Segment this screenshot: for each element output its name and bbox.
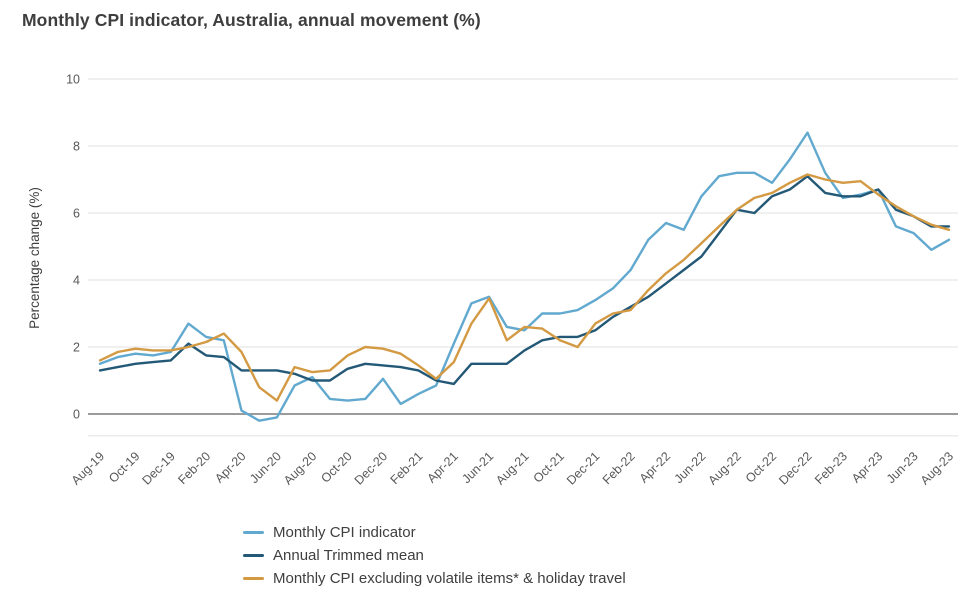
legend-swatch-icon xyxy=(243,531,264,534)
x-tick-label: Aug-19 xyxy=(69,449,107,487)
data-series-lines xyxy=(98,131,951,422)
legend-item-annual-trimmed-mean: Annual Trimmed mean xyxy=(243,544,626,567)
legend-label: Monthly CPI indicator xyxy=(273,524,416,541)
x-axis-tick-labels: Aug-19Oct-19Dec-19Feb-20Apr-20Jun-20Aug-… xyxy=(69,449,956,487)
y-axis-tick-labels: 0 2 4 6 8 10 xyxy=(66,73,80,422)
y-tick-label: 8 xyxy=(73,140,80,154)
y-tick-label: 4 xyxy=(73,274,80,288)
legend: Monthly CPI indicator Annual Trimmed mean… xyxy=(243,521,626,590)
x-tick-label: Aug-23 xyxy=(918,449,956,487)
x-tick-label: Apr-22 xyxy=(637,449,673,485)
y-axis-title: Percentage change (%) xyxy=(27,187,42,329)
x-tick-label: Aug-22 xyxy=(705,449,743,487)
x-tick-label: Apr-20 xyxy=(212,449,248,485)
x-tick-label: Oct-19 xyxy=(106,449,142,485)
x-tick-label: Feb-21 xyxy=(388,449,426,487)
x-tick-label: Jun-21 xyxy=(459,449,496,486)
x-tick-label: Dec-20 xyxy=(352,449,390,487)
x-tick-label: Dec-22 xyxy=(776,449,814,487)
y-tick-label: 6 xyxy=(73,207,80,221)
x-tick-label: Oct-22 xyxy=(743,449,779,485)
x-tick-label: Feb-20 xyxy=(175,449,213,487)
x-tick-label: Apr-21 xyxy=(424,449,460,485)
x-tick-label: Aug-20 xyxy=(281,449,319,487)
x-tick-label: Apr-23 xyxy=(849,449,885,485)
legend-swatch-icon xyxy=(243,554,264,557)
x-tick-label: Feb-23 xyxy=(812,449,850,487)
series-line-monthly-cpi-excluding-volati xyxy=(98,173,951,402)
legend-item-monthly-cpi-indicator: Monthly CPI indicator xyxy=(243,521,626,544)
x-tick-label: Feb-22 xyxy=(600,449,638,487)
x-tick-label: Dec-19 xyxy=(139,449,177,487)
y-tick-label: 10 xyxy=(66,73,80,87)
x-tick-label: Oct-20 xyxy=(318,449,354,485)
legend-label: Annual Trimmed mean xyxy=(273,547,424,564)
legend-item-monthly-cpi-excluding-volati: Monthly CPI excluding volatile items* & … xyxy=(243,567,626,590)
x-tick-label: Dec-21 xyxy=(564,449,602,487)
x-tick-label: Jun-20 xyxy=(247,449,284,486)
x-tick-label: Oct-21 xyxy=(531,449,567,485)
x-tick-label: Jun-22 xyxy=(672,449,709,486)
chart-title: Monthly CPI indicator, Australia, annual… xyxy=(22,10,481,30)
legend-swatch-icon xyxy=(243,577,264,580)
y-tick-label: 2 xyxy=(73,341,80,355)
series-line-annual-trimmed-mean xyxy=(98,174,951,386)
y-tick-label: 0 xyxy=(73,408,80,422)
series-line-monthly-cpi-indicator xyxy=(98,131,951,422)
gridlines xyxy=(88,78,958,437)
legend-label: Monthly CPI excluding volatile items* & … xyxy=(273,570,626,587)
x-tick-label: Jun-23 xyxy=(884,449,921,486)
x-tick-label: Aug-21 xyxy=(493,449,531,487)
